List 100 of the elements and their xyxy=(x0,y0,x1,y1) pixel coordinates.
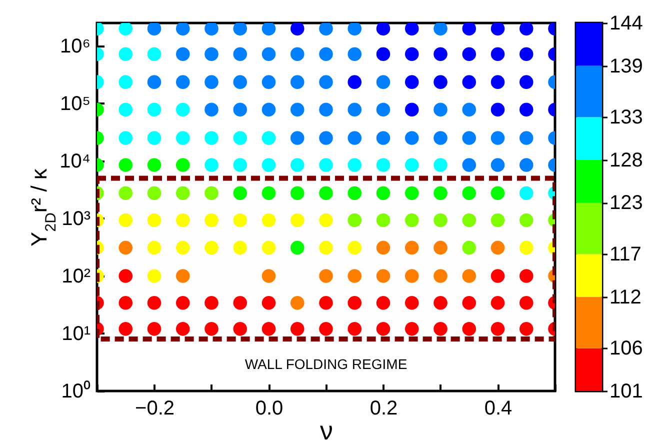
point xyxy=(319,47,333,61)
point xyxy=(376,158,390,172)
point xyxy=(319,23,333,36)
point xyxy=(434,131,448,145)
point xyxy=(204,322,218,336)
point xyxy=(204,131,218,145)
point xyxy=(348,240,362,255)
point xyxy=(434,75,448,89)
point xyxy=(176,322,190,336)
point xyxy=(176,158,190,172)
point xyxy=(290,47,304,61)
point xyxy=(490,296,505,310)
point xyxy=(176,240,190,255)
point xyxy=(319,131,333,145)
point xyxy=(204,102,218,116)
point xyxy=(118,131,133,145)
point xyxy=(490,131,505,145)
color-bar-label: 101 xyxy=(610,380,643,402)
point xyxy=(290,213,304,228)
point xyxy=(490,102,505,116)
point xyxy=(404,102,419,116)
point xyxy=(147,269,162,283)
color-bar-label: 139 xyxy=(610,55,643,78)
point xyxy=(376,213,390,228)
point xyxy=(519,158,534,172)
point xyxy=(376,47,390,61)
point xyxy=(118,47,133,61)
point xyxy=(176,75,190,89)
point xyxy=(434,240,448,255)
point xyxy=(376,186,390,200)
point xyxy=(404,213,419,228)
point xyxy=(204,240,218,255)
point xyxy=(348,213,362,228)
point xyxy=(490,75,505,89)
point xyxy=(319,240,333,255)
color-bar-label: 133 xyxy=(610,106,643,129)
point xyxy=(376,102,390,116)
point xyxy=(262,213,276,228)
point xyxy=(118,158,133,172)
point xyxy=(204,186,218,200)
point xyxy=(204,23,218,36)
x-tick-label: 0.0 xyxy=(255,398,284,420)
point xyxy=(519,296,534,310)
point xyxy=(404,269,419,283)
point xyxy=(404,296,419,310)
point xyxy=(176,269,190,283)
point xyxy=(147,240,162,255)
point xyxy=(233,158,248,172)
point xyxy=(233,23,248,36)
point xyxy=(490,47,505,61)
point xyxy=(434,23,448,36)
point xyxy=(404,75,419,89)
point xyxy=(404,131,419,145)
y-tick-label: 10⁴ xyxy=(60,150,90,172)
point xyxy=(262,47,276,61)
point xyxy=(290,131,304,145)
point xyxy=(490,269,505,283)
point xyxy=(462,47,476,61)
band-label: WALL FOLDING REGIME xyxy=(244,356,408,372)
point xyxy=(404,186,419,200)
point xyxy=(204,213,218,228)
point xyxy=(147,131,162,145)
x-axis-title: ν xyxy=(320,416,333,445)
point xyxy=(147,186,162,200)
point xyxy=(519,47,534,61)
point xyxy=(233,240,248,255)
point xyxy=(176,296,190,310)
point xyxy=(348,322,362,336)
point xyxy=(404,47,419,61)
point xyxy=(376,75,390,89)
point xyxy=(262,186,276,200)
point xyxy=(490,158,505,172)
point xyxy=(348,102,362,116)
point xyxy=(319,213,333,228)
point xyxy=(462,269,476,283)
point xyxy=(462,23,476,36)
point xyxy=(434,269,448,283)
point xyxy=(376,131,390,145)
point xyxy=(376,296,390,310)
point xyxy=(290,158,304,172)
point xyxy=(204,47,218,61)
point xyxy=(290,186,304,200)
point xyxy=(176,213,190,228)
point xyxy=(204,158,218,172)
y-tick-label: 10⁵ xyxy=(60,92,90,115)
point xyxy=(376,23,390,36)
point xyxy=(147,102,162,116)
point xyxy=(519,75,534,89)
point xyxy=(204,75,218,89)
y-tick-label: 10² xyxy=(62,265,91,288)
point xyxy=(348,296,362,310)
point xyxy=(147,213,162,228)
point xyxy=(319,322,333,336)
point xyxy=(118,75,133,89)
point xyxy=(490,213,505,228)
point xyxy=(490,322,505,336)
point xyxy=(519,322,534,336)
color-bar-label: 144 xyxy=(610,12,643,34)
point xyxy=(233,75,248,89)
point xyxy=(176,131,190,145)
